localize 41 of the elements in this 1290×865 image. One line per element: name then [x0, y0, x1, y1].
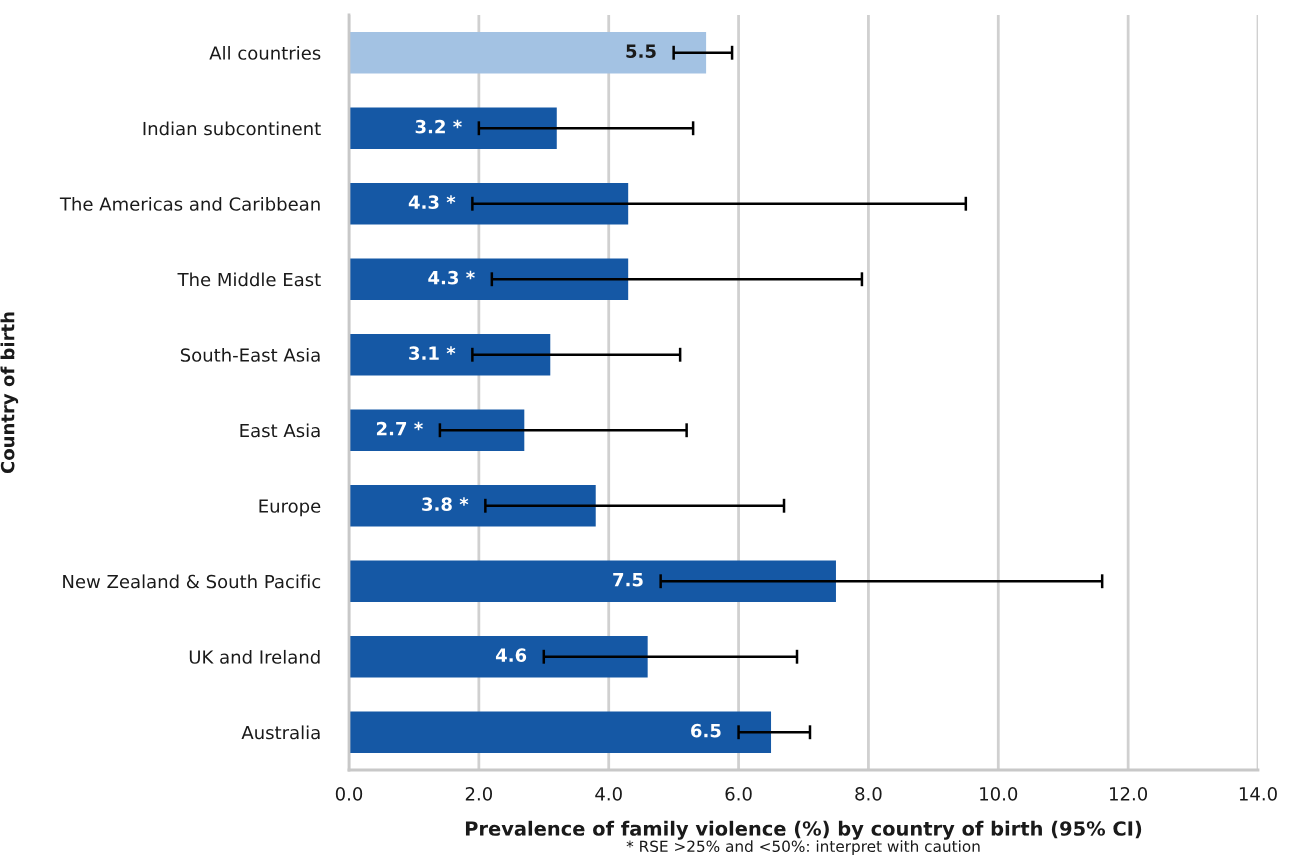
y-tick-label: East Asia [240, 423, 320, 438]
data-label: 6.5 [691, 723, 721, 738]
bar [349, 258, 629, 301]
data-label: 2.7 * [376, 421, 423, 436]
data-label: 4.6 [495, 648, 527, 662]
y-tick-label: New Zealand & South Pacific [63, 574, 321, 589]
bar [349, 635, 648, 678]
x-tick-label: 10.0 [980, 786, 1018, 801]
y-tick-label: Europe [259, 499, 321, 517]
y-tick-label: The Americas and Caribbean [59, 196, 320, 211]
y-tick-label: South-East Asia [180, 347, 320, 362]
x-tick-label: 0.0 [335, 786, 363, 801]
data-label: 5.5 [626, 44, 656, 58]
y-axis-title: Country of birth [0, 312, 19, 474]
y-tick-label: UK and Ireland [189, 649, 320, 664]
bar [349, 333, 551, 376]
text: * RSE >25% and <50%: interpret with caution [626, 840, 980, 855]
x-tick-label: 4.0 [595, 786, 622, 801]
data-label: 4.3 * [408, 195, 456, 209]
x-tick-label: 2.0 [465, 786, 493, 801]
bar [349, 711, 772, 754]
y-tick-label: The Middle East [177, 272, 321, 287]
x-tick-label: 12.0 [1110, 786, 1148, 801]
bar [349, 31, 707, 74]
y-tick-label: Indian subcontinent [143, 121, 321, 136]
bar [349, 107, 557, 150]
bar [349, 560, 836, 603]
bar [349, 182, 629, 225]
data-label: 7.5 [613, 573, 643, 587]
data-label: 3.2 * [415, 119, 462, 134]
y-tick-label: Australia [241, 725, 320, 740]
x-axis-title: Prevalence of family violence (%) by country of birth (95% CI) [465, 820, 1142, 840]
x-tick-label: 6.0 [725, 786, 752, 801]
x-tick-label: 14.0 [1239, 786, 1277, 801]
x-tick-label: 8.0 [855, 786, 882, 801]
data-label: 3.8 * [422, 497, 469, 511]
bar [349, 484, 596, 527]
bar [349, 409, 525, 452]
data-label: 3.1 * [409, 346, 456, 360]
data-label: 4.3 * [428, 270, 475, 285]
y-tick-label: All countries [209, 45, 321, 60]
